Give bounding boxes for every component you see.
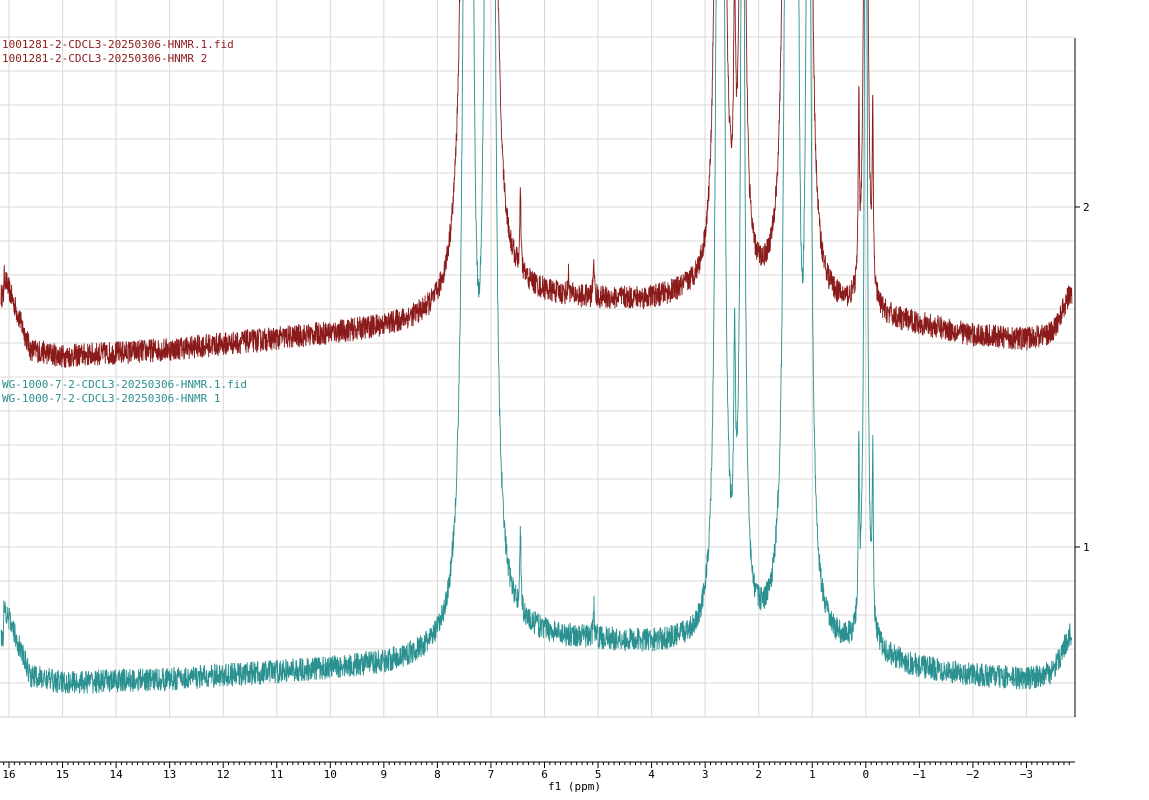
x-tick-label: 11 (270, 768, 283, 781)
gridlines (0, 0, 1075, 718)
spectrum-series (0, 0, 1073, 694)
x-tick-label: −2 (966, 768, 979, 781)
x-tick-label: 10 (324, 768, 337, 781)
x-tick-label: 3 (702, 768, 709, 781)
x-tick-label: −3 (1020, 768, 1033, 781)
x-tick-label: 6 (541, 768, 548, 781)
legend-series-2-label: WG-1000-7-2-CDCL3-20250306-HNMR 1 (2, 392, 221, 405)
series-2 (0, 0, 1073, 694)
legend-series-2-name: WG-1000-7-2-CDCL3-20250306-HNMR.1.fid (2, 378, 248, 391)
x-tick-label: 2 (755, 768, 762, 781)
x-axis-label: f1 (ppm) (548, 780, 601, 793)
legend-series-1: 1001281-2-CDCL3-20250306-HNMR.1.fid 1001… (2, 38, 234, 66)
x-tick-label: 9 (381, 768, 388, 781)
x-tick-label: 4 (648, 768, 655, 781)
x-tick-label: 12 (217, 768, 230, 781)
x-tick-label: 16 (2, 768, 15, 781)
series-2-line (0, 0, 1073, 694)
x-tick-label: 0 (862, 768, 869, 781)
x-tick-label: 5 (595, 768, 602, 781)
legend-series-1-label: 1001281-2-CDCL3-20250306-HNMR 2 (2, 52, 208, 65)
y-tick-label: 2 (1083, 201, 1090, 214)
legend-series-1-name: 1001281-2-CDCL3-20250306-HNMR.1.fid (2, 38, 234, 51)
y-tick-label: 1 (1083, 541, 1090, 554)
legend-series-2: WG-1000-7-2-CDCL3-20250306-HNMR.1.fid WG… (2, 378, 247, 406)
x-tick-label: 8 (434, 768, 441, 781)
x-tick-label: 15 (56, 768, 69, 781)
series-1-line (0, 0, 1073, 368)
x-tick-label: 14 (109, 768, 123, 781)
x-tick-label: 1 (809, 768, 816, 781)
x-tick-label: 13 (163, 768, 176, 781)
x-tick-label: 7 (488, 768, 495, 781)
x-tick-label: −1 (913, 768, 926, 781)
